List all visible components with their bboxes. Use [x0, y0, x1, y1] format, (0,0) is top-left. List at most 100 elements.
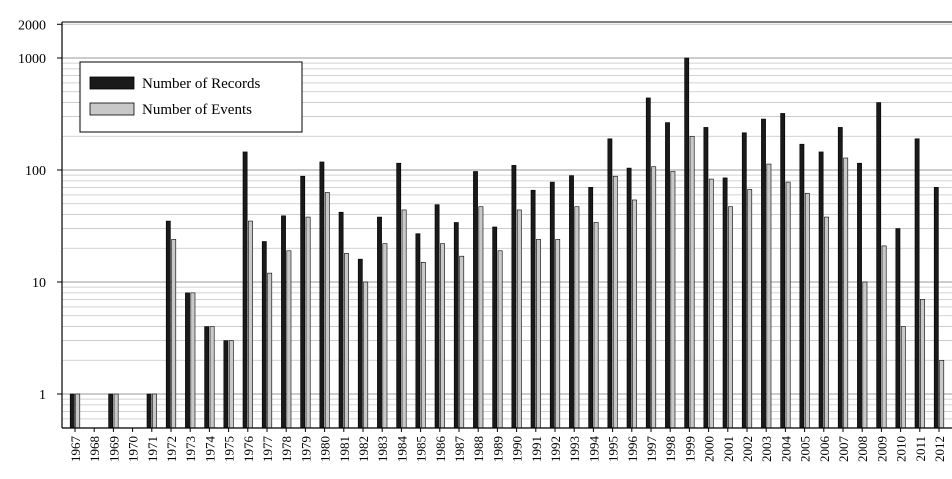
bar-records-2012	[933, 187, 939, 429]
bar-events-2007	[843, 157, 849, 429]
bar-events-1982	[363, 281, 369, 429]
x-tick-label: 1990	[510, 436, 525, 462]
bar-records-1988	[473, 171, 478, 429]
bar-records-1985	[415, 233, 421, 429]
bar-events-1986	[440, 243, 445, 429]
bar-events-2003	[766, 163, 772, 429]
bar-events-1975	[228, 340, 234, 429]
x-tick-label: 1971	[145, 436, 160, 462]
bar-events-2010	[900, 326, 906, 429]
bar-records-1969	[108, 393, 114, 429]
bar-events-2005	[804, 192, 810, 429]
y-tick-label: 10	[32, 276, 46, 291]
bar-records-2002	[741, 132, 747, 429]
bar-records-1971	[146, 393, 152, 429]
bar-records-1979	[300, 175, 306, 429]
x-tick-label: 1978	[279, 436, 294, 462]
x-tick-label: 1995	[606, 436, 621, 462]
x-tick-label: 2000	[702, 436, 717, 462]
y-tick-label: 1	[39, 388, 46, 403]
bar-records-1998	[665, 122, 670, 429]
x-tick-label: 1981	[337, 436, 352, 462]
x-tick-label: 2003	[759, 436, 774, 462]
x-tick-label: 2002	[740, 436, 755, 462]
x-tick-label: 2008	[855, 436, 870, 462]
bar-events-2000	[708, 178, 714, 429]
x-tick-label: 2004	[778, 436, 793, 463]
x-tick-label: 1980	[318, 436, 333, 462]
x-tick-label: 1989	[490, 436, 505, 462]
bar-records-2005	[799, 143, 805, 429]
bar-records-2011	[914, 138, 920, 429]
x-tick-label: 1969	[106, 436, 121, 462]
bar-events-1973	[190, 292, 196, 429]
bar-events-2006	[824, 216, 829, 429]
x-tick-label: 1982	[356, 436, 371, 462]
bar-events-1987	[459, 255, 465, 429]
bar-events-1984	[401, 209, 407, 429]
bar-records-2008	[857, 162, 862, 429]
x-tick-label: 1986	[433, 436, 448, 463]
bar-events-1976	[248, 220, 253, 429]
x-tick-label: 1970	[126, 436, 141, 462]
x-tick-label: 2009	[874, 436, 889, 462]
x-tick-label: 1975	[222, 436, 237, 462]
bar-records-1983	[377, 216, 382, 429]
bar-events-2008	[862, 281, 868, 429]
bar-records-1986	[434, 204, 440, 429]
bar-records-1993	[569, 175, 574, 429]
x-tick-label: 1985	[414, 436, 429, 462]
bar-records-1997	[645, 97, 651, 429]
legend-box	[79, 61, 303, 133]
x-tick-label: 1983	[375, 436, 390, 462]
bar-records-2003	[761, 118, 766, 429]
bar-records-2004	[780, 113, 786, 429]
x-tick-label: 1999	[682, 436, 697, 462]
bar-records-1967	[69, 393, 75, 429]
bar-records-2007	[837, 127, 843, 429]
bar-events-1998	[670, 171, 676, 429]
x-tick-label: 1967	[68, 436, 83, 463]
x-tick-label: 1998	[663, 436, 678, 462]
bar-events-1985	[420, 261, 426, 429]
bar-events-1967	[75, 393, 81, 429]
x-tick-label: 1977	[260, 436, 275, 463]
x-tick-label: 2006	[817, 436, 832, 463]
bar-records-2000	[703, 127, 709, 429]
bar-events-1997	[651, 166, 657, 429]
bars	[69, 57, 945, 429]
bar-records-1991	[530, 189, 536, 429]
bar-records-1984	[396, 162, 402, 429]
bar-events-1996	[632, 199, 637, 429]
bar-events-1988	[478, 206, 484, 429]
axes	[61, 21, 952, 429]
bar-events-1991	[536, 239, 541, 429]
bar-records-1975	[223, 340, 229, 429]
bar-records-1992	[549, 181, 555, 429]
bar-records-1977	[261, 241, 267, 429]
x-tick-label: 2001	[721, 436, 736, 462]
bar-events-2009	[881, 245, 887, 429]
bar-records-1972	[165, 220, 171, 429]
bar-events-1989	[497, 250, 503, 429]
bar-events-2001	[728, 206, 733, 429]
bar-events-1983	[382, 243, 388, 429]
legend-label-events: Number of Events	[142, 102, 252, 118]
x-tick-label: 1984	[394, 436, 409, 463]
bar-events-1972	[171, 239, 177, 429]
bar-records-1990	[511, 165, 517, 429]
bar-records-1982	[357, 258, 363, 429]
x-tick-label: 1979	[298, 436, 313, 462]
x-tick-label: 1994	[586, 436, 601, 463]
x-tick-label: 1974	[202, 436, 217, 463]
bar-records-1999	[684, 57, 690, 429]
bar-records-2006	[818, 151, 824, 429]
x-tick-label: 1991	[529, 436, 544, 462]
x-tick-label: 2011	[913, 436, 928, 462]
bar-events-1994	[593, 222, 599, 429]
x-tick-label: 2007	[836, 436, 851, 463]
bar-events-1992	[555, 239, 561, 429]
legend: Number of Records Number of Events	[79, 61, 303, 133]
y-tick-label: 100	[25, 164, 46, 179]
bar-records-1995	[607, 138, 613, 429]
